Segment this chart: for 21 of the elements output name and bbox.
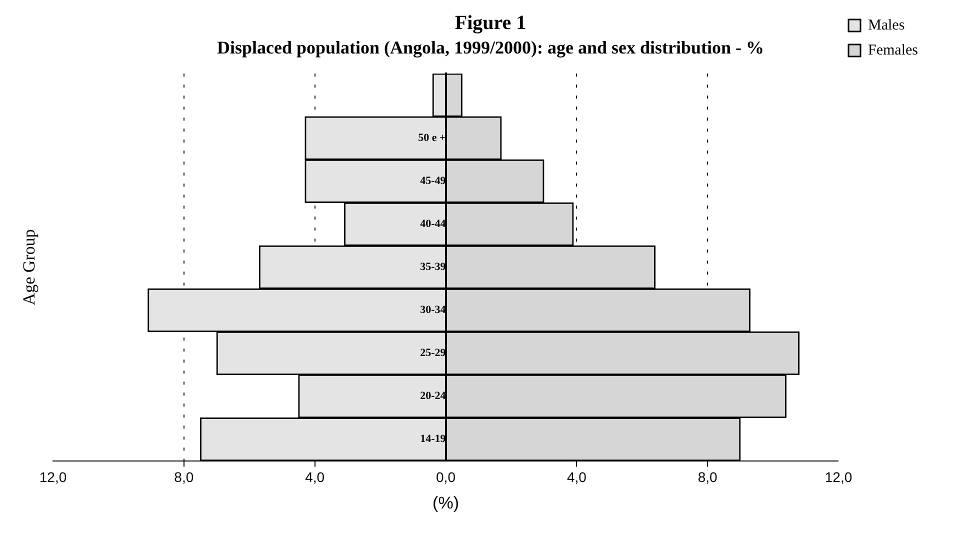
y-tick-label: 45-49	[420, 175, 446, 187]
x-tick-label: 8,0	[698, 469, 718, 486]
x-tick-label: 4,0	[566, 469, 587, 486]
y-tick-label: 14-19	[420, 433, 446, 446]
x-tick-label: 8,0	[174, 469, 194, 486]
y-tick-label: 35-39	[420, 261, 446, 274]
x-axis-title: (%)	[432, 493, 459, 512]
y-tick-label: 40-44	[420, 218, 446, 230]
x-tick-label: 0,0	[436, 469, 456, 486]
y-tick-label: 50 e +	[418, 132, 446, 144]
legend-label: Females	[868, 42, 918, 58]
x-tick-label: 4,0	[305, 469, 325, 486]
y-tick-label: 30-34	[420, 304, 446, 316]
y-tick-label: 25-29	[420, 347, 446, 360]
x-tick-label: 12,0	[824, 469, 852, 486]
chart-subtitle: Displaced population (Angola, 1999/2000): age and sex distribution - %	[216, 37, 764, 58]
chart-title: Figure 1	[454, 12, 526, 34]
legend-label: Males	[868, 17, 905, 34]
y-axis-title: Age Group	[19, 229, 38, 306]
y-tick-label: 20-24	[420, 390, 446, 402]
x-tick-label: 12,0	[39, 469, 67, 486]
